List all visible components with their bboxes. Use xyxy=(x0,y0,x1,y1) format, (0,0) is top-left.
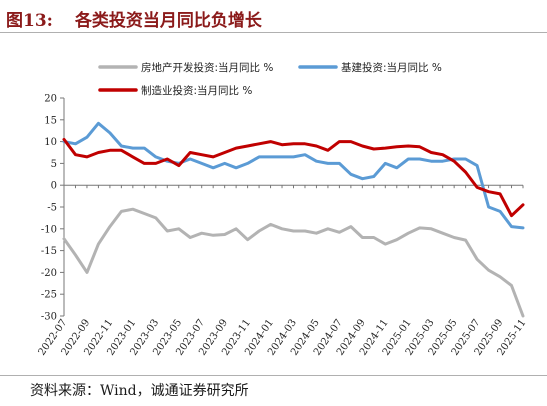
chart-series xyxy=(62,121,525,318)
y-tick-label: 0 xyxy=(51,181,57,192)
legend-label-3: 制造业投资:当月同比 % xyxy=(141,84,252,97)
y-tick-label: 10 xyxy=(44,137,57,148)
figure-number: 图13: xyxy=(6,11,53,31)
chart-legend: 房地产开发投资:当月同比 % 基建投资:当月同比 % 制造业投资:当月同比 % xyxy=(98,61,442,97)
y-tick-label: 5 xyxy=(51,159,57,170)
y-tick-label: 15 xyxy=(44,115,57,126)
y-tick-label: -15 xyxy=(41,246,57,257)
series-line-3 xyxy=(62,137,525,218)
series-line-1 xyxy=(62,207,525,318)
series-line-2 xyxy=(62,121,525,230)
legend-label-2: 基建投资:当月同比 % xyxy=(341,61,442,74)
legend-label-1: 房地产开发投资:当月同比 % xyxy=(141,61,273,74)
figure-title: 图13: 各类投资当月同比负增长 xyxy=(6,6,262,31)
y-tick-label: 20 xyxy=(44,94,57,105)
figure-title-text: 各类投资当月同比负增长 xyxy=(74,11,262,31)
source-note: 资料来源：Wind，诚通证券研究所 xyxy=(30,383,249,399)
y-tick-label: -5 xyxy=(47,203,57,214)
y-tick-label: -20 xyxy=(41,268,57,279)
y-tick-label: -30 xyxy=(41,312,57,323)
title-rule xyxy=(0,32,547,33)
y-tick-label: -10 xyxy=(41,224,57,235)
source-rule xyxy=(0,375,547,376)
y-tick-label: -25 xyxy=(41,290,57,301)
